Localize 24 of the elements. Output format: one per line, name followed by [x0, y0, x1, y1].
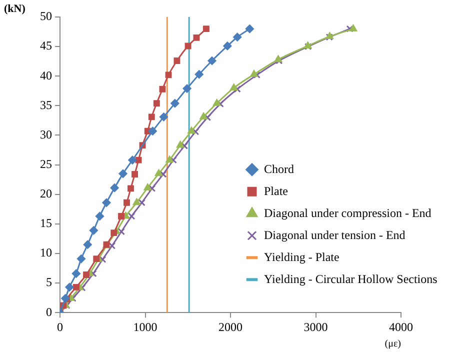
y-tick-label: 30	[40, 127, 52, 142]
legend-label: Plate	[264, 184, 288, 198]
x-axis-title: (με)	[384, 338, 401, 350]
x-tick-label: 4000	[389, 320, 413, 334]
y-tick-label: 5	[46, 275, 52, 290]
x-tick-label: 3000	[304, 320, 328, 334]
legend-label: Diagonal under tension - End	[264, 228, 406, 242]
y-tick-label: 50	[40, 9, 52, 24]
legend-label: Chord	[264, 162, 294, 176]
x-tick-label: 1000	[133, 320, 158, 334]
y-tick-label: 0	[46, 304, 52, 319]
y-tick-label: 45	[40, 38, 52, 53]
legend-label: Yielding - Plate	[264, 250, 340, 264]
y-tick-label: 20	[40, 186, 52, 201]
legend-label: Diagonal under compression - End	[264, 206, 432, 220]
y-tick-label: 40	[40, 68, 52, 82]
legend-label: Yielding - Circular Hollow Sections	[264, 272, 438, 286]
y-axis-title: (kN)	[4, 3, 26, 15]
y-tick-label: 15	[40, 216, 52, 230]
y-tick-label: 35	[40, 98, 52, 112]
y-tick-label: 25	[40, 156, 52, 171]
y-tick-label: 10	[40, 246, 52, 260]
x-tick-label: 0	[57, 320, 63, 334]
x-tick-label: 2000	[218, 320, 242, 334]
